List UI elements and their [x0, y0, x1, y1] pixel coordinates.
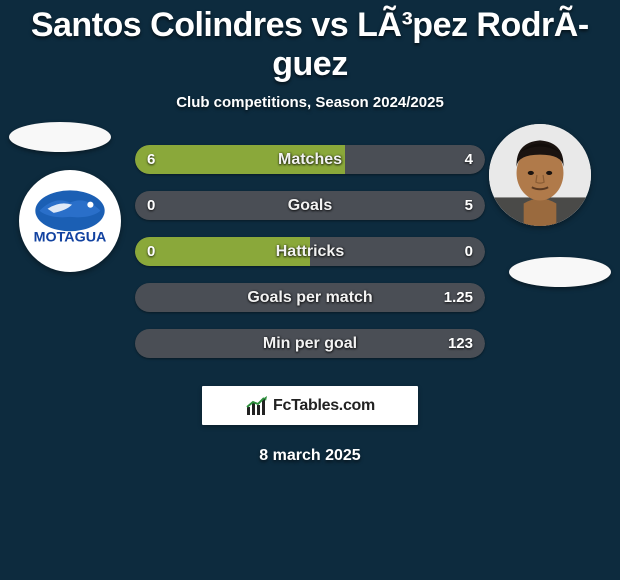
logo-text: FcTables.com — [273, 397, 375, 415]
stat-left-value: 0 — [147, 191, 155, 220]
left-player-ellipse — [9, 122, 111, 152]
stat-bar: Goals0 5 — [135, 191, 485, 220]
stat-right-value: 4 — [465, 145, 473, 174]
left-club-badge: MOTAGUA — [19, 170, 121, 272]
stat-right-value: 5 — [465, 191, 473, 220]
stat-bars-container: Matches64Goals05Hattricks00Goals per mat… — [135, 145, 485, 358]
stat-right-value: 0 — [465, 237, 473, 266]
stat-right-value: 123 — [448, 329, 473, 358]
page-title: Santos Colindres vs LÃ³pez RodrÃ­guez — [0, 0, 620, 84]
fctables-logo-box[interactable]: FcTables.com — [202, 386, 418, 425]
stat-label: Goals per match — [135, 283, 485, 312]
motagua-badge-icon: MOTAGUA — [19, 170, 121, 272]
badge-text: MOTAGUA — [34, 229, 107, 245]
page-subtitle: Club competitions, Season 2024/2025 — [0, 94, 620, 111]
stat-bar: Matches6 4 — [135, 145, 485, 174]
stat-left-value: 6 — [147, 145, 155, 174]
stat-bar: Goals per match1.25 — [135, 283, 485, 312]
comparison-date: 8 march 2025 — [0, 447, 620, 465]
player-face-icon — [489, 124, 591, 226]
stat-bar: Min per goal123 — [135, 329, 485, 358]
stat-left-value: 0 — [147, 237, 155, 266]
right-club-ellipse — [509, 257, 611, 287]
stat-label: Matches — [135, 145, 485, 174]
logo-suffix: Tables.com — [291, 397, 375, 414]
stat-label: Goals — [135, 191, 485, 220]
stat-label: Hattricks — [135, 237, 485, 266]
stat-label: Min per goal — [135, 329, 485, 358]
logo-prefix: Fc — [273, 397, 291, 414]
chart-icon — [245, 395, 269, 417]
stat-right-value: 1.25 — [444, 283, 473, 312]
right-player-avatar — [489, 124, 591, 226]
stat-bar: Hattricks0 0 — [135, 237, 485, 266]
